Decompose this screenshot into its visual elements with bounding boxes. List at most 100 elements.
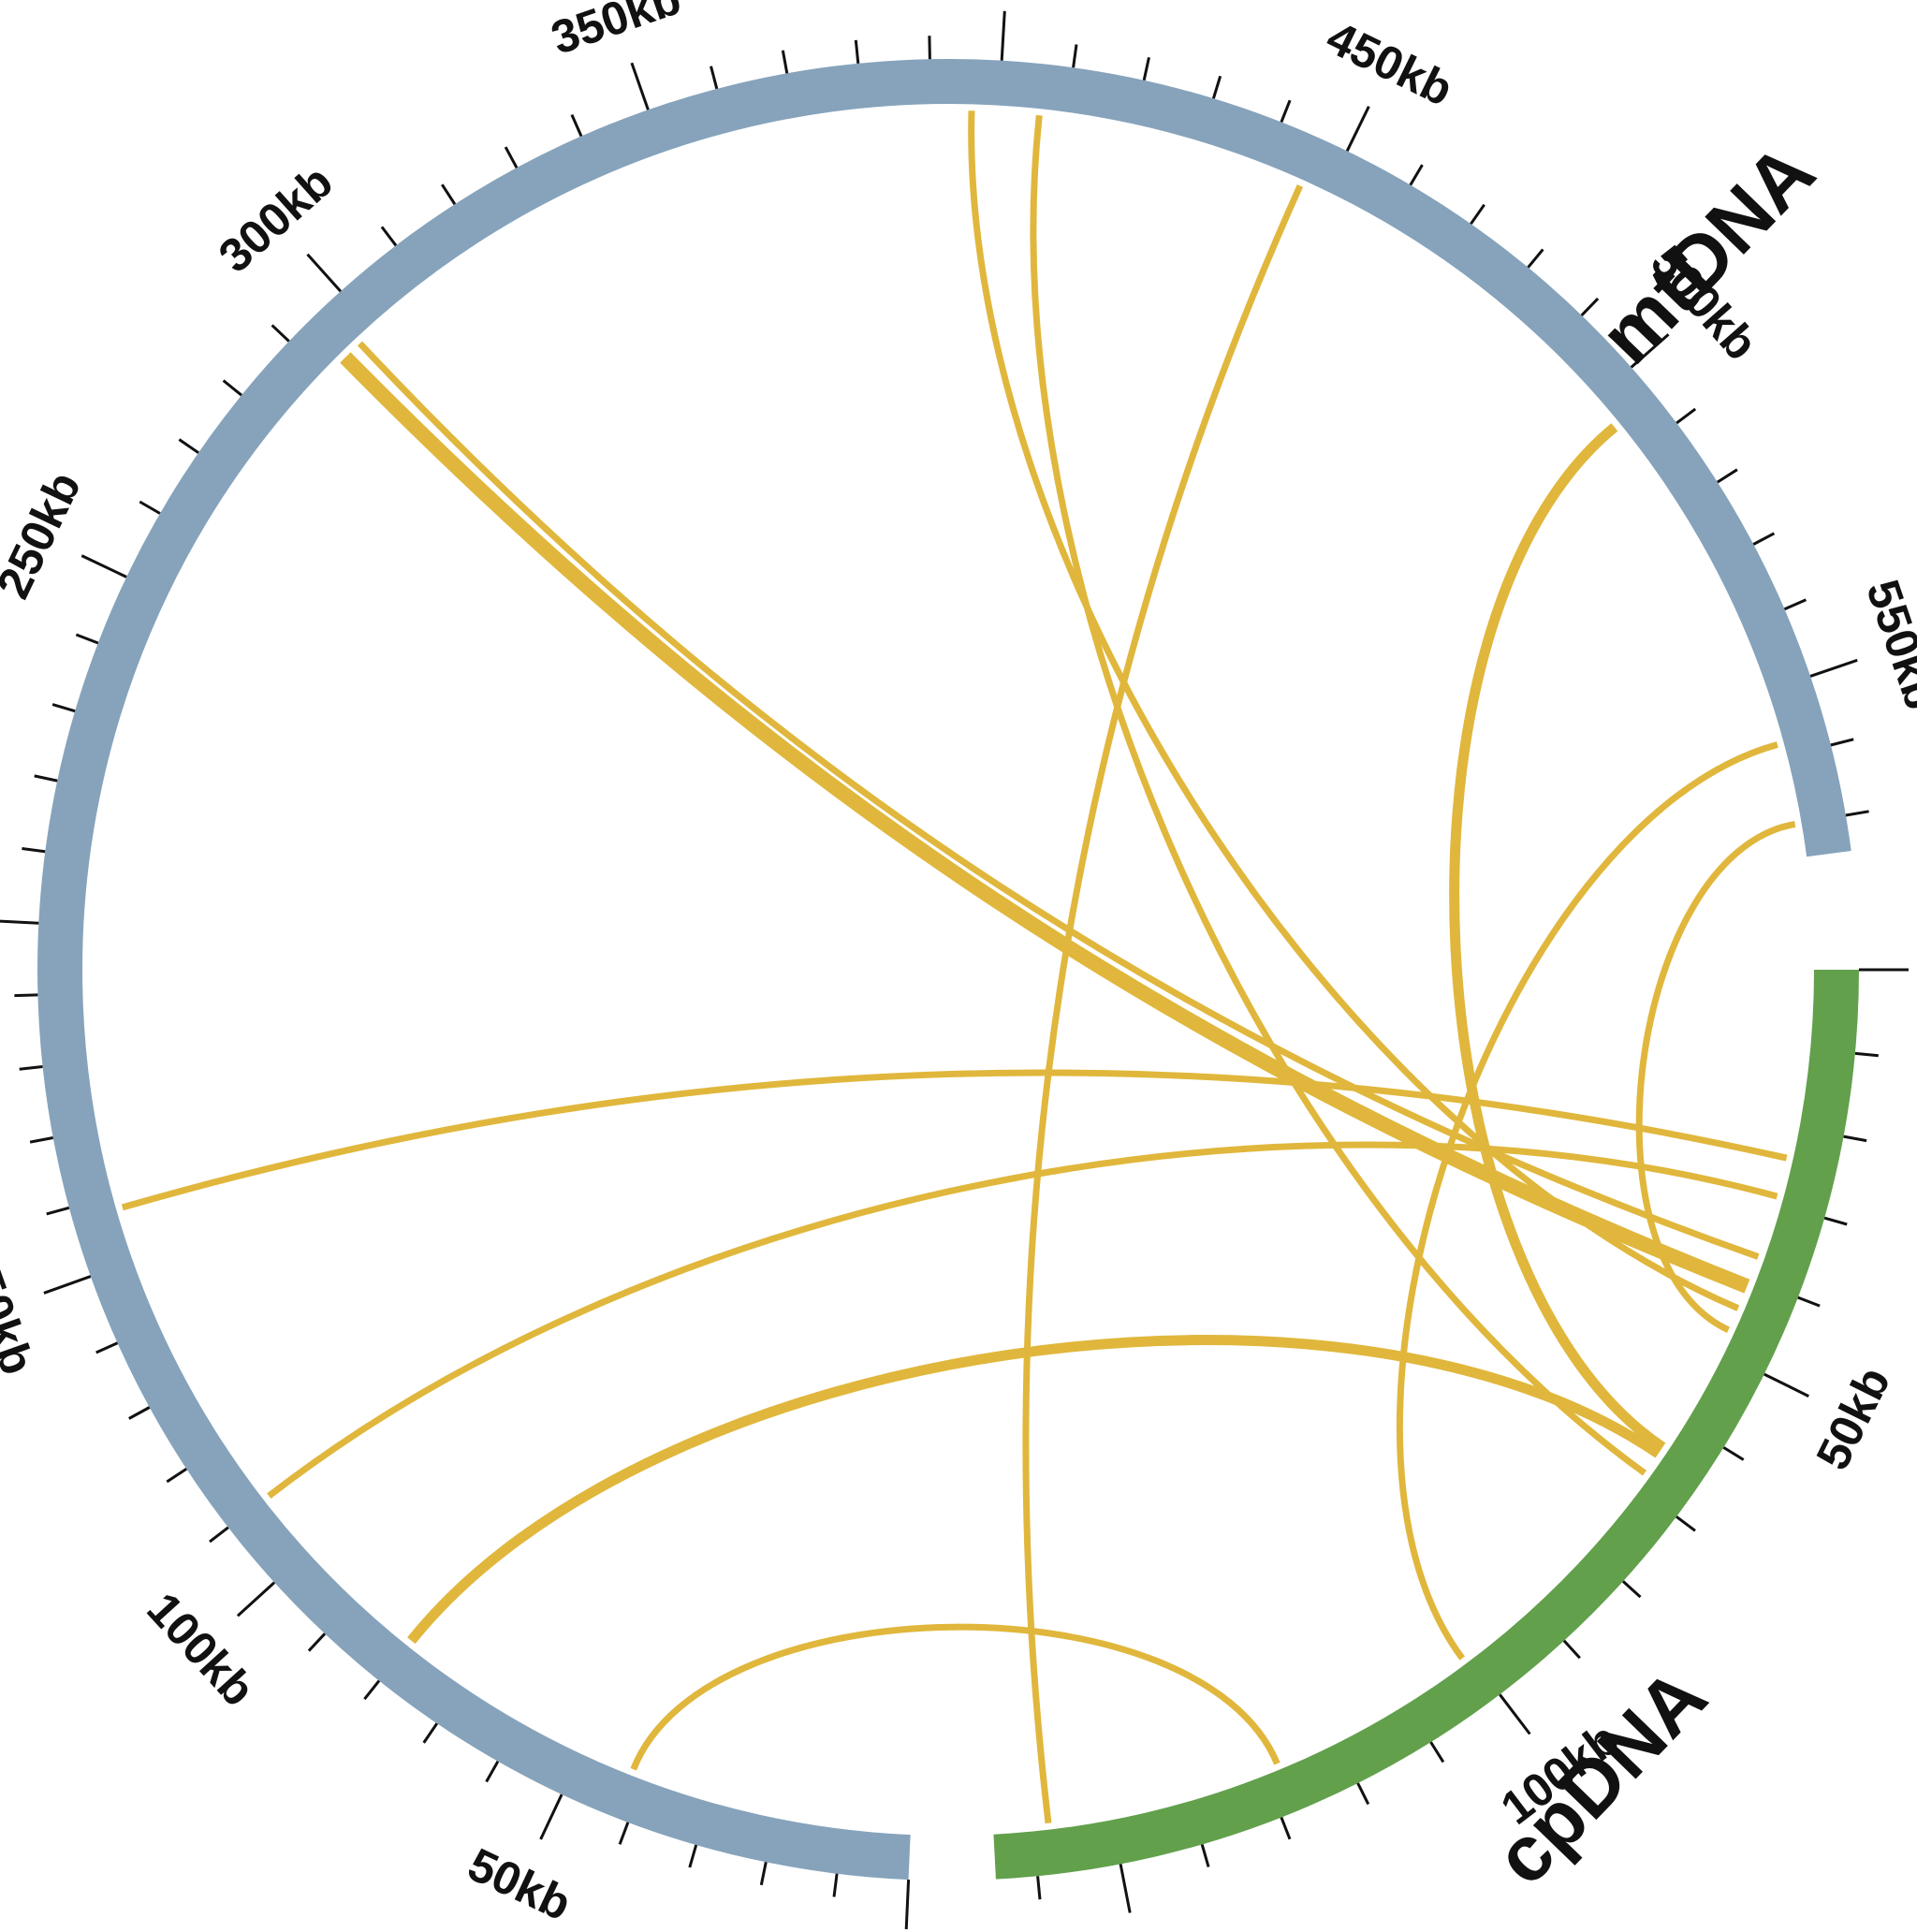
mt-tick-major	[0, 919, 39, 925]
cp-tick-minor	[1036, 1876, 1042, 1900]
mt-tick-minor	[759, 1862, 768, 1886]
mt-tick-label: 150kb	[0, 1238, 44, 1381]
cp-tick-label: 50kb	[1806, 1359, 1900, 1478]
cp-tick-minor	[1722, 1446, 1745, 1461]
mt-tick-minor	[1280, 99, 1292, 123]
mt-tick-minor	[29, 1136, 53, 1144]
mt-tick-major	[1630, 333, 1670, 369]
mt-tick-major	[1000, 10, 1006, 61]
mt-tick-minor	[504, 146, 519, 168]
mt-tick-minor	[1072, 44, 1078, 68]
mt-tick-major	[1345, 106, 1370, 152]
cp-tick-label: 150kb	[1069, 1924, 1209, 1932]
mt-tick-minor	[363, 1679, 381, 1701]
mt-tick-major	[306, 253, 343, 293]
mt-tick-label: 250kb	[0, 464, 91, 607]
mt-tick-major	[539, 1793, 563, 1840]
cp-tick-minor	[1621, 1580, 1642, 1599]
mt-tick-minor	[1409, 164, 1424, 186]
mt-tick-minor	[422, 1722, 439, 1744]
mt-tick-minor	[1830, 738, 1854, 747]
mt-tick-label: 450kb	[1319, 11, 1461, 116]
cp-tick-minor	[1854, 1051, 1879, 1058]
link-8	[121, 1069, 1788, 1211]
mt-tick-minor	[441, 183, 457, 206]
mt-tick-minor	[51, 703, 76, 713]
mt-tick-minor	[618, 1822, 630, 1845]
mt-tick-minor	[128, 1406, 151, 1420]
mt-tick-label: 100kb	[137, 1583, 265, 1717]
mt-tick-label: 300kb	[209, 155, 343, 283]
cp-tick-major	[1763, 1372, 1809, 1398]
links-layer	[121, 110, 1796, 1824]
mt-tick-minor	[1752, 532, 1776, 546]
mt-tick-minor	[271, 324, 290, 343]
cp-tick-minor	[1562, 1639, 1581, 1660]
mt-tick-minor	[1142, 56, 1150, 81]
mt-tick-minor	[34, 774, 58, 783]
mt-tick-major	[43, 1275, 92, 1295]
mt-tick-minor	[75, 633, 99, 645]
link-7	[1635, 820, 1796, 1333]
mt-tick-minor	[832, 1873, 839, 1897]
mt-tick-minor	[166, 1468, 188, 1484]
mt-tick-minor	[1580, 297, 1600, 316]
mt-tick-major	[630, 62, 650, 110]
link-6	[1396, 741, 1778, 1661]
mt-tick-minor	[710, 66, 719, 90]
mt-tick-minor	[928, 36, 931, 60]
mt-tick-major	[80, 554, 127, 578]
mt-tick-minor	[22, 847, 46, 854]
mt-tick-major	[904, 1880, 911, 1930]
mt-tick-minor	[1783, 598, 1807, 611]
link-4	[1022, 184, 1304, 1824]
mt-tick-minor	[1716, 468, 1738, 484]
link-10	[407, 1335, 1661, 1645]
mt-tick-label: 350kb	[545, 0, 687, 65]
cp-ideogram	[993, 969, 1859, 1880]
cp-tick-minor	[1823, 1216, 1848, 1226]
mt-tick-major	[236, 1581, 276, 1617]
cp-tick-minor	[1280, 1817, 1292, 1840]
mt-tick-minor	[222, 379, 242, 397]
cp-tick-minor	[1843, 1134, 1867, 1143]
cp-tick-minor	[1676, 1515, 1696, 1532]
mt-ideogram	[37, 59, 1851, 1881]
mt-tick-minor	[570, 113, 583, 138]
mt-tick-minor	[95, 1341, 119, 1354]
mt-tick-minor	[139, 500, 161, 515]
cp-tick-minor	[1429, 1741, 1445, 1764]
mt-tick-minor	[307, 1632, 327, 1652]
ideograms-layer	[37, 59, 1859, 1881]
mt-tick-minor	[209, 1526, 229, 1544]
link-3	[1030, 114, 1647, 1476]
mt-tick-minor	[1470, 203, 1485, 226]
cp-tick-minor	[1797, 1295, 1821, 1308]
cp-tick-major	[1499, 1693, 1531, 1735]
link-11	[630, 1623, 1280, 1771]
mt-tick-minor	[14, 993, 38, 998]
mt-tick-minor	[19, 1065, 43, 1071]
mt-tick-minor	[380, 226, 398, 247]
link-9	[267, 1141, 1778, 1499]
link-0	[340, 352, 1750, 1294]
ticks-layer	[0, 10, 1909, 1930]
mt-tick-minor	[688, 1844, 698, 1868]
mt-tick-minor	[1676, 407, 1697, 425]
cp-tick-minor	[1356, 1782, 1370, 1806]
cp-tick-major	[1119, 1864, 1132, 1913]
mt-tick-label: 50kb	[461, 1837, 579, 1930]
mt-tick-label: 550kb	[1856, 574, 1917, 716]
mt-tick-minor	[46, 1206, 70, 1216]
mt-tick-minor	[1211, 75, 1222, 99]
mt-tick-minor	[854, 39, 860, 64]
link-5	[1449, 423, 1666, 1452]
mt-tick-minor	[485, 1761, 500, 1783]
cp-tick-minor	[1200, 1844, 1210, 1867]
mt-tick-minor	[1845, 810, 1869, 817]
mt-tick-major	[1809, 658, 1858, 678]
mt-tick-minor	[1527, 248, 1544, 269]
link-2	[968, 110, 1740, 1311]
